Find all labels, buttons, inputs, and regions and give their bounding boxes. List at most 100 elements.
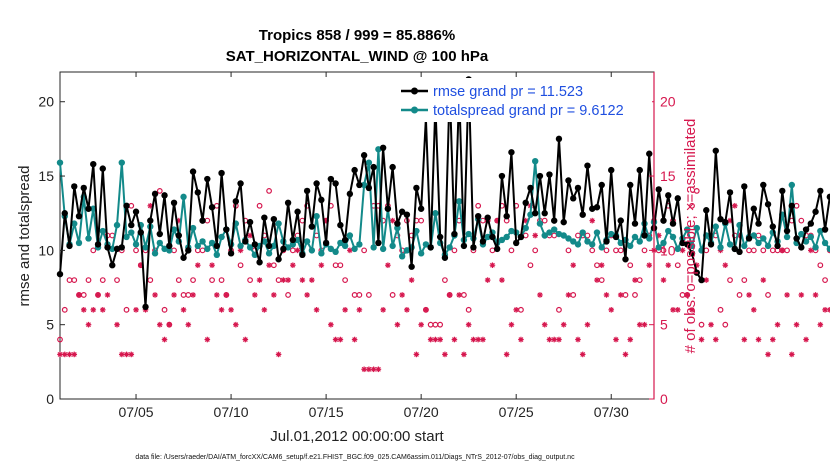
obs-possible-point xyxy=(741,277,748,283)
obs-assimilated-point xyxy=(665,262,672,269)
totalspread-point xyxy=(208,239,216,247)
rmse-point xyxy=(341,236,349,244)
totalspread-point xyxy=(565,235,572,242)
obs-assimilated-point xyxy=(380,307,386,313)
rmse-point xyxy=(90,160,97,168)
obs-possible-point xyxy=(817,262,824,269)
rmse-point xyxy=(365,184,373,192)
rmse-point xyxy=(289,236,297,244)
totalspread-point xyxy=(826,245,830,253)
rmse-point xyxy=(318,196,325,204)
rmse-point xyxy=(223,226,230,233)
obs-assimilated-point xyxy=(313,307,320,313)
obs-possible-point xyxy=(693,188,700,194)
obs-assimilated-point xyxy=(361,366,367,373)
rmse-point xyxy=(460,242,468,250)
obs-assimilated-point xyxy=(408,277,415,283)
obs-assimilated-point xyxy=(389,217,396,224)
totalspread-point xyxy=(760,235,767,242)
totalspread-point xyxy=(446,244,453,251)
totalspread-point xyxy=(265,250,273,257)
obs-assimilated-point xyxy=(551,336,558,343)
totalspread-point xyxy=(313,212,320,220)
totalspread-point xyxy=(56,159,64,166)
rmse-point xyxy=(498,172,506,180)
totalspread-point xyxy=(99,227,106,235)
obs-assimilated-point xyxy=(560,321,567,328)
rmse-point xyxy=(294,208,301,215)
y-tick-label: 0 xyxy=(46,391,54,407)
obs-possible-point xyxy=(337,262,344,269)
obs-assimilated-point xyxy=(185,321,192,328)
obs-assimilated-point xyxy=(76,292,82,298)
rmse-point xyxy=(313,180,320,187)
obs-possible-point xyxy=(784,247,790,254)
obs-possible-point xyxy=(632,292,638,298)
chart-title: Tropics 858 / 999 = 85.886% xyxy=(259,27,455,44)
rmse-point xyxy=(684,241,691,248)
totalspread-point xyxy=(351,245,358,253)
rmse-point xyxy=(441,254,449,261)
totalspread-point xyxy=(503,233,510,241)
rmse-point xyxy=(322,239,330,247)
obs-assimilated-point xyxy=(741,336,748,343)
obs-assimilated-point xyxy=(80,307,87,313)
obs-possible-point xyxy=(822,277,828,283)
obs-assimilated-point xyxy=(784,292,790,298)
rmse-point xyxy=(522,199,529,206)
obs-assimilated-point xyxy=(95,292,101,298)
rmse-point xyxy=(370,163,377,171)
rmse-point xyxy=(541,210,548,217)
rmse-point xyxy=(123,202,130,209)
totalspread-point xyxy=(665,227,672,235)
totalspread-point xyxy=(398,253,406,260)
rmse-point xyxy=(474,212,482,220)
obs-assimilated-point xyxy=(627,336,634,343)
rmse-point xyxy=(688,250,696,257)
totalspread-point xyxy=(270,242,278,250)
obs-assimilated-point xyxy=(152,292,158,298)
rmse-point xyxy=(132,208,140,215)
totalspread-point xyxy=(289,241,297,248)
rmse-point xyxy=(703,207,710,214)
x-tick-label: 07/20 xyxy=(404,404,439,420)
totalspread-point xyxy=(484,233,491,241)
obs-assimilated-point xyxy=(632,277,638,283)
obs-possible-point xyxy=(71,277,78,283)
obs-possible-point xyxy=(114,277,120,283)
rmse-point xyxy=(427,244,434,251)
totalspread-point xyxy=(151,250,159,257)
rmse-point xyxy=(436,233,444,241)
rmse-point xyxy=(807,220,815,227)
rmse-point xyxy=(194,189,202,196)
rmse-point xyxy=(622,256,629,263)
totalspread-point xyxy=(327,245,335,253)
totalspread-point xyxy=(684,226,691,233)
obs-assimilated-point xyxy=(684,292,691,298)
rmse-point xyxy=(532,210,539,217)
obs-assimilated-point xyxy=(712,336,719,343)
obs-assimilated-point xyxy=(598,262,605,269)
rmse-point xyxy=(731,245,738,253)
obs-possible-point xyxy=(660,247,667,254)
rmse-point xyxy=(242,238,249,245)
obs-assimilated-point xyxy=(480,336,486,343)
obs-assimilated-point xyxy=(399,292,405,298)
totalspread-point xyxy=(379,245,387,253)
legend-totalspread-marker xyxy=(411,106,418,114)
totalspread-point xyxy=(365,159,373,166)
obs-possible-point xyxy=(365,292,372,298)
totalspread-point xyxy=(246,244,254,251)
rmse-point xyxy=(413,184,420,192)
obs-assimilated-point xyxy=(423,307,429,313)
rmse-point xyxy=(80,184,87,192)
totalspread-point xyxy=(308,247,316,254)
obs-possible-point xyxy=(156,188,163,194)
obs-possible-point xyxy=(442,277,448,283)
obs-possible-point xyxy=(218,277,225,283)
obs-assimilated-point xyxy=(731,202,738,209)
rmse-point xyxy=(503,212,510,220)
totalspread-point xyxy=(394,224,401,232)
chart-subtitle: SAT_HORIZONTAL_WIND @ 100 hPa xyxy=(226,48,489,65)
obs-assimilated-point xyxy=(442,351,448,358)
